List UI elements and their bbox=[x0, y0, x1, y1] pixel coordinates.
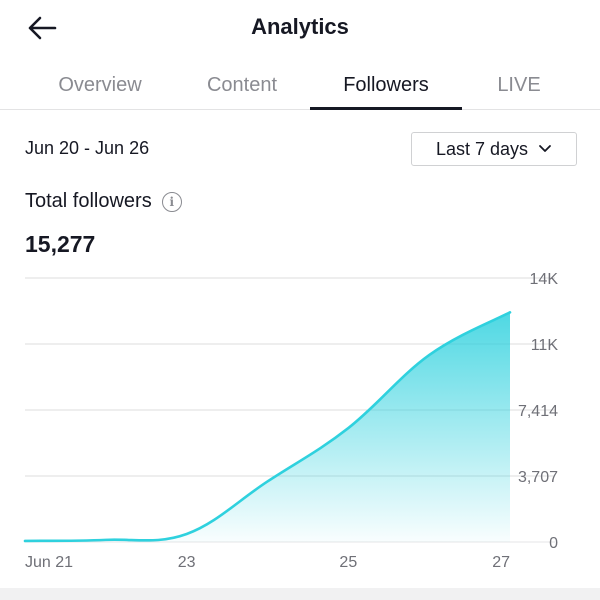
tab-live[interactable]: LIVE bbox=[497, 74, 541, 96]
x-tick-label: Jun 21 bbox=[25, 554, 73, 571]
y-tick-label: 7,414 bbox=[518, 403, 558, 420]
period-dropdown-label: Last 7 days bbox=[435, 138, 529, 159]
y-tick-label: 3,707 bbox=[518, 469, 558, 486]
arrow-left-icon bbox=[28, 16, 57, 40]
x-tick-label: 27 bbox=[492, 554, 510, 571]
y-tick-label: 0 bbox=[549, 535, 558, 552]
metric-value: 15,277 bbox=[25, 231, 96, 257]
x-tick-label: 23 bbox=[178, 554, 196, 571]
tab-bar: Overview Content Followers LIVE bbox=[0, 62, 600, 110]
date-range: Jun 20 - Jun 26 bbox=[25, 138, 150, 158]
bottom-bar bbox=[0, 588, 600, 600]
info-icon[interactable]: i bbox=[161, 191, 182, 212]
page-title: Analytics bbox=[251, 14, 349, 39]
y-tick-label: 11K bbox=[531, 337, 559, 354]
header: Analytics bbox=[0, 0, 600, 60]
active-tab-indicator bbox=[310, 107, 462, 110]
x-tick-label: 25 bbox=[339, 554, 357, 571]
tab-overview[interactable]: Overview bbox=[58, 74, 142, 96]
metric-title: Total followers i bbox=[25, 190, 182, 213]
chevron-down-icon bbox=[539, 145, 551, 152]
chart-series-line bbox=[23, 311, 512, 543]
period-dropdown[interactable]: Last 7 days bbox=[411, 132, 577, 166]
tab-content[interactable]: Content bbox=[206, 74, 278, 96]
metric-title-label: Total followers bbox=[25, 190, 152, 212]
back-button[interactable] bbox=[22, 10, 62, 46]
tab-followers[interactable]: Followers bbox=[343, 74, 429, 96]
followers-chart: 0 3,707 7,414 11K 14K Jun 21 23 25 27 bbox=[23, 271, 559, 571]
y-tick-label: 14K bbox=[530, 271, 559, 288]
chart-area-fill bbox=[25, 312, 510, 542]
